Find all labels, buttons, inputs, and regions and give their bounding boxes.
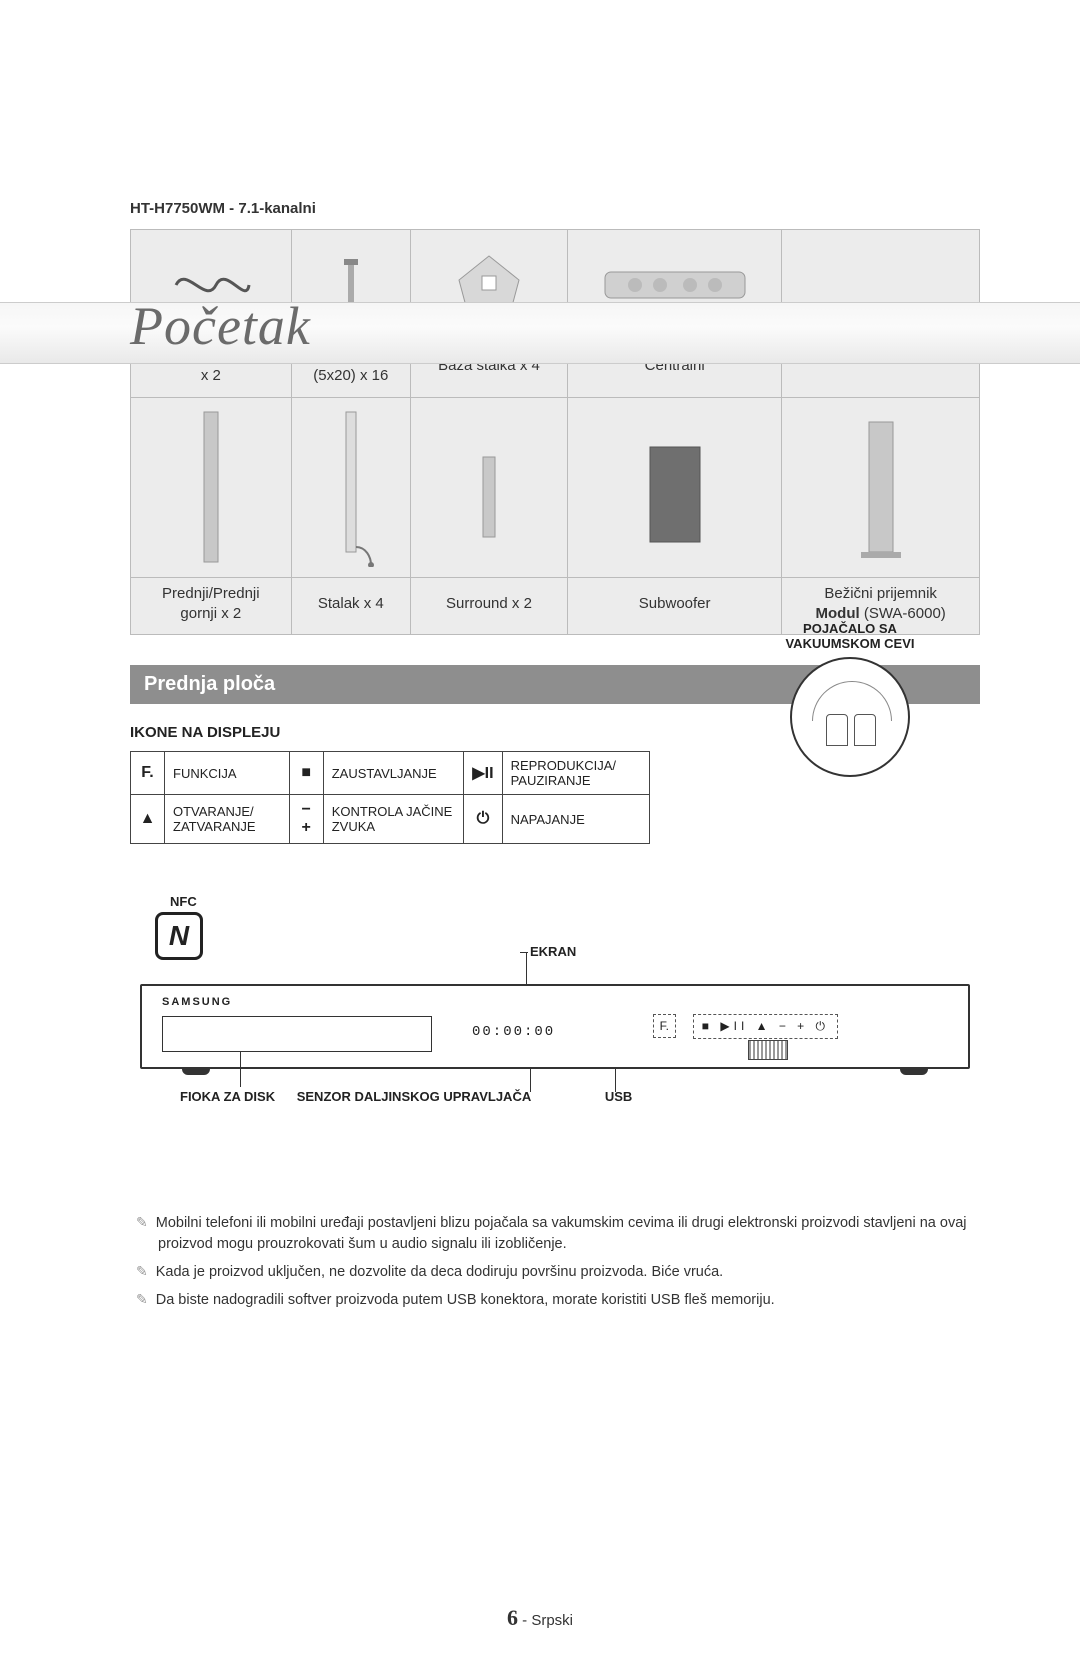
text: Subwoofer [639,595,711,612]
text: gornji x 2 [180,605,241,622]
usb-port-icon [748,1040,788,1060]
page-title: Početak [130,295,311,357]
part-label: Prednji/Prednji gornji x 2 [131,577,292,635]
eject-icon: ▲ [131,795,165,844]
part-image-surround [410,397,567,577]
part-image-subwoofer [568,397,782,577]
brand-logo: SAMSUNG [162,996,232,1008]
model-heading: HT-H7750WM - 7.1-kanalni [130,200,980,217]
icon-label: REPRODUKCIJA/ PAUZIRANJE [502,752,649,795]
part-image-tall-speaker [131,397,292,577]
tray-label: FIOKA ZA DISK [180,1089,275,1104]
text: Modul [816,605,860,622]
icon-label: FUNKCIJA [165,752,290,795]
subwoofer-icon [635,422,715,552]
tall-speaker-icon [186,407,236,567]
device-outline: SAMSUNG 00:00:00 F. ■ ▶II ▲ − + ⏻ [140,984,970,1069]
button-strip: ■ ▶II ▲ − + ⏻ [693,1014,838,1039]
f-button: F. [653,1014,676,1038]
text: Surround x 2 [446,595,532,612]
sensor-label: SENZOR DALJINSKOG UPRAVLJAČA [297,1089,532,1104]
power-icon: ⏻ [464,795,502,844]
usb-label: USB [605,1089,632,1104]
note-item: Kada je proizvod uključen, ne dozvolite … [130,1261,980,1283]
small-speaker-icon [469,427,509,547]
display-icons-table: F. FUNKCIJA ■ ZAUSTAVLJANJE ▶II REPRODUK… [130,751,650,844]
amp-label-1: POJAČALO SA [750,621,950,636]
leader-line [240,1051,241,1087]
part-label: Surround x 2 [410,577,567,635]
disc-tray [162,1016,432,1052]
amp-callout: POJAČALO SA VAKUUMSKOM CEVI [750,621,950,777]
text: Bežični prijemnik [824,585,937,602]
amp-label-2: VAKUUMSKOM CEVI [750,636,950,651]
parts-table: Kabl za zvučnikx 2 Zavrtanj(5x20) x 16 B… [130,229,980,635]
text: Stalak x 4 [318,595,384,612]
text: x 2 [201,367,221,384]
page-footer: 6 - Srpski [0,1605,1080,1631]
wireless-module-icon [851,412,911,562]
device-display: 00:00:00 [472,1024,555,1040]
vacuum-tube-icon [790,657,910,777]
note-item: Mobilni telefoni ili mobilni uređaji pos… [130,1212,980,1255]
part-image-stand [291,397,410,577]
play-pause-icon: ▶II [464,752,502,795]
stand-icon [321,407,381,567]
icon-cell-f: F. [131,752,165,795]
ekran-label: EKRAN [530,944,576,959]
icon-label: ZAUSTAVLJANJE [323,752,464,795]
front-panel-diagram: NFC N EKRAN SAMSUNG 00:00:00 F. ■ ▶II ▲ … [130,854,980,1194]
nfc-label: NFC [170,894,197,909]
notes-block: Mobilni telefoni ili mobilni uređaji pos… [130,1212,980,1311]
device-foot [182,1067,210,1075]
footer-sep: - [522,1612,531,1629]
nfc-icon: N [155,912,203,960]
text: (SWA-6000) [864,605,946,622]
device-foot [900,1067,928,1075]
page-number: 6 [507,1605,518,1630]
icon-label: KONTROLA JAČINE ZVUKA [323,795,464,844]
part-label: Stalak x 4 [291,577,410,635]
language-label: Srpski [531,1612,573,1629]
volume-icon: − + [289,795,323,844]
below-labels: FIOKA ZA DISK SENZOR DALJINSKOG UPRAVLJA… [140,1089,970,1104]
page-root: Početak HT-H7750WM - 7.1-kanalni Kabl za… [0,200,1080,1679]
icon-label: NAPAJANJE [502,795,649,844]
stop-icon: ■ [289,752,323,795]
icon-label: OTVARANJE/ ZATVARANJE [165,795,290,844]
note-item: Da biste nadogradili softver proizvoda p… [130,1289,980,1311]
part-image-wireless [782,397,980,577]
text: (5x20) x 16 [313,367,388,384]
text: Prednji/Prednji [162,585,260,602]
